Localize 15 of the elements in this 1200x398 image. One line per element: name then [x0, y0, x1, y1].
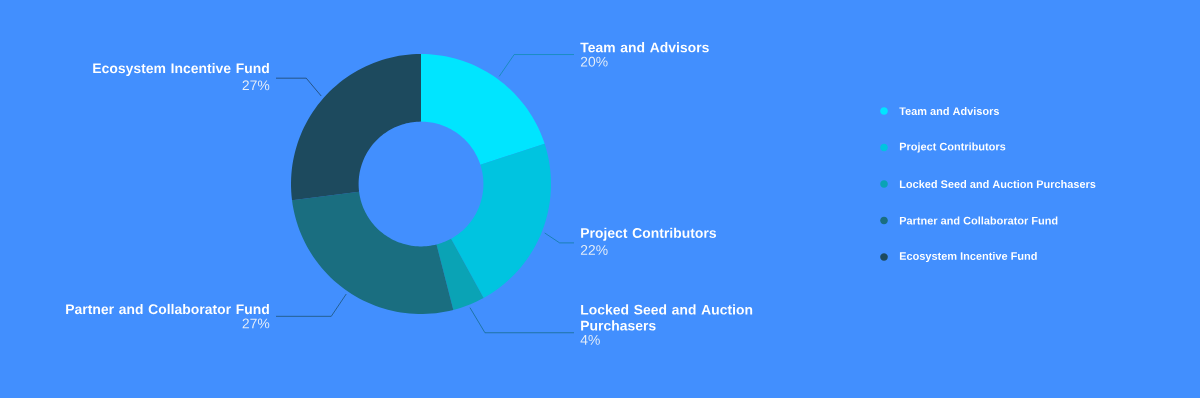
data-label: 20%: [580, 56, 608, 67]
data-label: 4%: [580, 334, 600, 345]
legend-label: Ecosystem Incentive Fund: [899, 251, 1037, 263]
slice-label: Ecosystem Incentive Fund: [93, 62, 269, 76]
legend-label: Locked Seed and Auction Purchasers: [899, 179, 1096, 189]
slice-label: Locked Seed and Auction Purchasers: [581, 304, 753, 331]
legend-label: Team and Advisors: [899, 106, 1000, 116]
data-label: 22%: [580, 245, 608, 255]
slice-label: Partner and Collaborator Fund: [66, 303, 269, 315]
data-label: 27%: [242, 318, 270, 329]
slice-label: Project Contributors: [581, 227, 717, 241]
data-label: 27%: [242, 80, 270, 91]
legend-label: Partner and Collaborator Fund: [899, 216, 1058, 225]
legend-label: Project Contributors: [899, 142, 1006, 153]
slice-label: Team and Advisors: [580, 42, 709, 53]
